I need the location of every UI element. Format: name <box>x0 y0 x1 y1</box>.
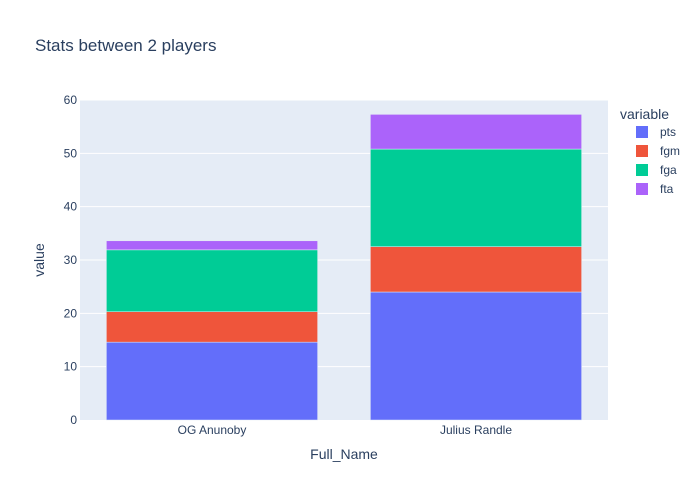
x-axis-label: Full_Name <box>310 446 378 462</box>
y-tick-label: 30 <box>64 253 78 267</box>
legend-label: fgm <box>660 144 680 158</box>
legend-swatch <box>636 145 648 157</box>
y-tick-label: 60 <box>64 93 78 107</box>
y-tick-label: 20 <box>64 306 78 320</box>
x-tick-label: OG Anunoby <box>178 423 247 437</box>
legend-label: fga <box>660 163 677 177</box>
bar-pts-0[interactable] <box>106 341 318 421</box>
y-tick-label: 40 <box>64 200 78 214</box>
legend-swatch <box>636 164 648 176</box>
bars <box>106 114 582 421</box>
legend-label: fta <box>660 182 674 196</box>
bar-fgm-1[interactable] <box>370 246 582 293</box>
legend[interactable]: variable pts fgm fga fta <box>620 106 680 196</box>
legend-swatch <box>636 183 648 195</box>
y-tick-labels: 0 10 20 30 40 50 60 <box>64 93 78 427</box>
y-tick-label: 10 <box>64 360 78 374</box>
legend-swatch <box>636 126 648 138</box>
bar-pts-1[interactable] <box>370 291 582 421</box>
legend-item-fgm[interactable]: fgm <box>636 144 680 158</box>
legend-item-fta[interactable]: fta <box>636 182 674 196</box>
legend-item-pts[interactable]: pts <box>636 125 676 139</box>
y-axis-label: value <box>31 243 47 277</box>
bar-fta-0[interactable] <box>106 240 318 251</box>
x-tick-label: Julius Randle <box>440 423 512 437</box>
legend-title: variable <box>620 106 669 122</box>
y-tick-label: 50 <box>64 146 78 160</box>
legend-label: pts <box>660 125 676 139</box>
bar-fga-0[interactable] <box>106 249 318 312</box>
x-tick-labels: OG Anunoby Julius Randle <box>178 423 513 437</box>
legend-item-fga[interactable]: fga <box>636 163 677 177</box>
chart-title: Stats between 2 players <box>35 36 216 55</box>
bar-fgm-0[interactable] <box>106 311 318 343</box>
bar-fga-1[interactable] <box>370 148 582 247</box>
bar-fta-1[interactable] <box>370 114 582 150</box>
y-tick-label: 0 <box>70 413 77 427</box>
